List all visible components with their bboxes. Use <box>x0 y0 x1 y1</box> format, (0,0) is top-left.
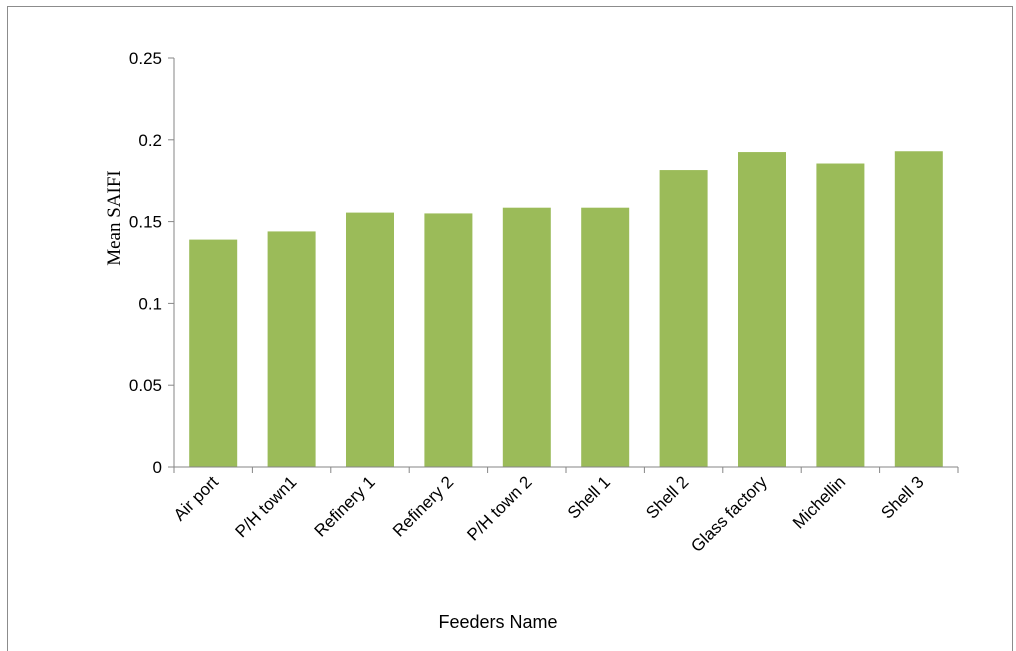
category-label-4: Refinery 2 <box>389 472 457 540</box>
axis-layer <box>168 57 959 473</box>
bar-1 <box>189 239 238 467</box>
y-tick-label-5: 0.2 <box>138 131 162 150</box>
bars-layer <box>189 151 943 467</box>
y-tick-label-4: 0.15 <box>129 213 162 232</box>
category-label-3: Refinery 1 <box>311 472 379 540</box>
bar-3 <box>346 212 394 467</box>
bar-9 <box>816 163 865 467</box>
y-tick-label-3: 0.1 <box>138 294 162 313</box>
category-label-2: P/H town1 <box>232 472 301 541</box>
bar-2 <box>267 231 316 467</box>
x-axis-title: Feeders Name <box>438 612 557 632</box>
bar-6 <box>581 207 630 467</box>
y-tick-label-1: 0 <box>153 458 162 477</box>
category-label-7: Shell 2 <box>642 472 692 522</box>
y-axis-title: Mean SAIFI <box>104 170 125 266</box>
category-label-5: P/H town 2 <box>463 472 535 544</box>
bar-5 <box>502 207 551 467</box>
category-label-9: Michellin <box>789 472 849 532</box>
category-label-8: Glass factory <box>687 472 771 556</box>
category-label-6: Shell 1 <box>564 472 614 522</box>
bar-10 <box>894 151 943 467</box>
category-label-10: Shell 3 <box>877 472 927 522</box>
y-tick-label-2: 0.05 <box>129 376 162 395</box>
bar-7 <box>659 170 708 467</box>
y-tick-label-6: 0.25 <box>129 49 162 68</box>
bar-4 <box>424 213 473 467</box>
bar-8 <box>738 152 786 467</box>
category-label-1: Air port <box>170 472 222 524</box>
